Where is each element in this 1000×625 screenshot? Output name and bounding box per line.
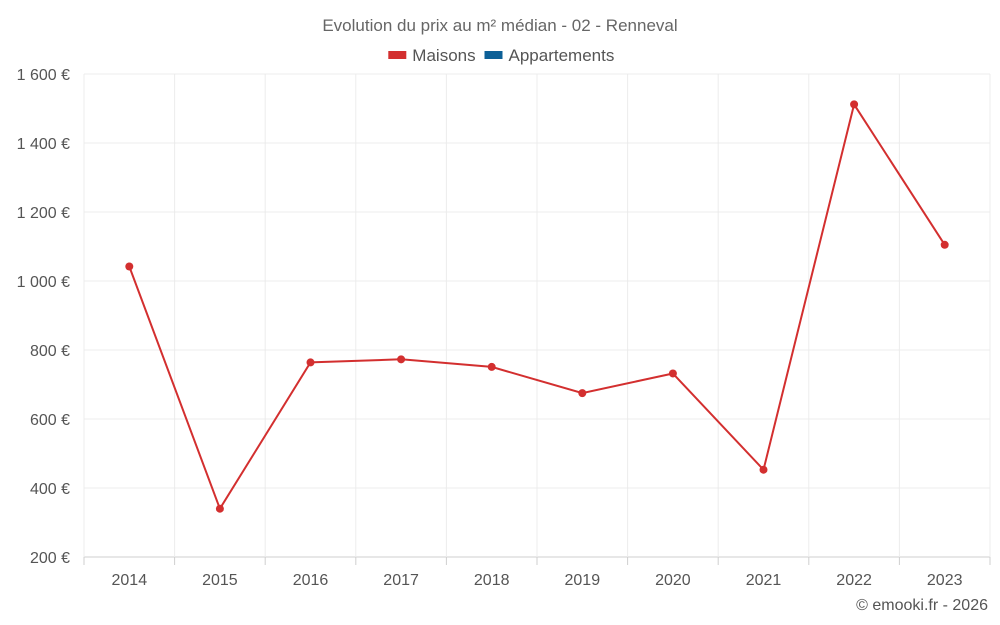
x-tick-label: 2014 [112, 572, 148, 589]
data-point[interactable] [578, 389, 587, 398]
legend-label[interactable]: Maisons [412, 46, 475, 65]
data-point[interactable] [940, 240, 949, 249]
data-point[interactable] [397, 355, 406, 364]
data-point[interactable] [306, 358, 315, 367]
x-tick-label: 2021 [746, 572, 782, 589]
y-axis: 1 600 € 1 400 € 1 200 € 1 000 € 800 € 600 € 40… [17, 67, 70, 567]
x-tick-label: 2016 [293, 572, 329, 589]
x-axis: 2014 2015 2016 2017 2018 2019 2020 2021 2022 2023 [83, 557, 991, 589]
x-tick-label: 2017 [383, 572, 419, 589]
y-tick-label: 1 000 € [17, 274, 70, 291]
series-line [128, 101, 946, 511]
plot-area [125, 100, 949, 513]
legend-swatch[interactable] [388, 51, 407, 59]
x-tick-label: 2018 [474, 572, 510, 589]
y-tick-label: 1 600 € [17, 67, 70, 84]
data-point[interactable] [668, 369, 677, 378]
x-tick-label: 2022 [836, 572, 872, 589]
credit-text: © emooki.fr - 2026 [856, 597, 988, 614]
x-tick-label: 2015 [202, 572, 238, 589]
legend: Maisons Appartements [388, 46, 614, 65]
gridlines [83, 73, 991, 558]
y-tick-label: 1 200 € [17, 205, 70, 222]
x-tick-label: 2020 [655, 572, 691, 589]
y-tick-label: 600 € [30, 412, 70, 429]
chart-title: Evolution du prix au m² médian - 02 - Re… [322, 16, 677, 35]
legend-label[interactable]: Appartements [509, 46, 615, 65]
y-tick-label: 200 € [30, 550, 70, 567]
x-tick-label: 2019 [565, 572, 601, 589]
data-point[interactable] [850, 100, 859, 109]
y-tick-label: 800 € [30, 343, 70, 360]
data-point[interactable] [487, 362, 496, 371]
data-point[interactable] [125, 262, 134, 271]
data-point[interactable] [759, 465, 768, 474]
y-tick-label: 400 € [30, 481, 70, 498]
y-tick-label: 1 400 € [17, 136, 70, 153]
legend-swatch[interactable] [484, 51, 503, 59]
x-tick-label: 2023 [927, 572, 963, 589]
data-point[interactable] [215, 504, 224, 513]
